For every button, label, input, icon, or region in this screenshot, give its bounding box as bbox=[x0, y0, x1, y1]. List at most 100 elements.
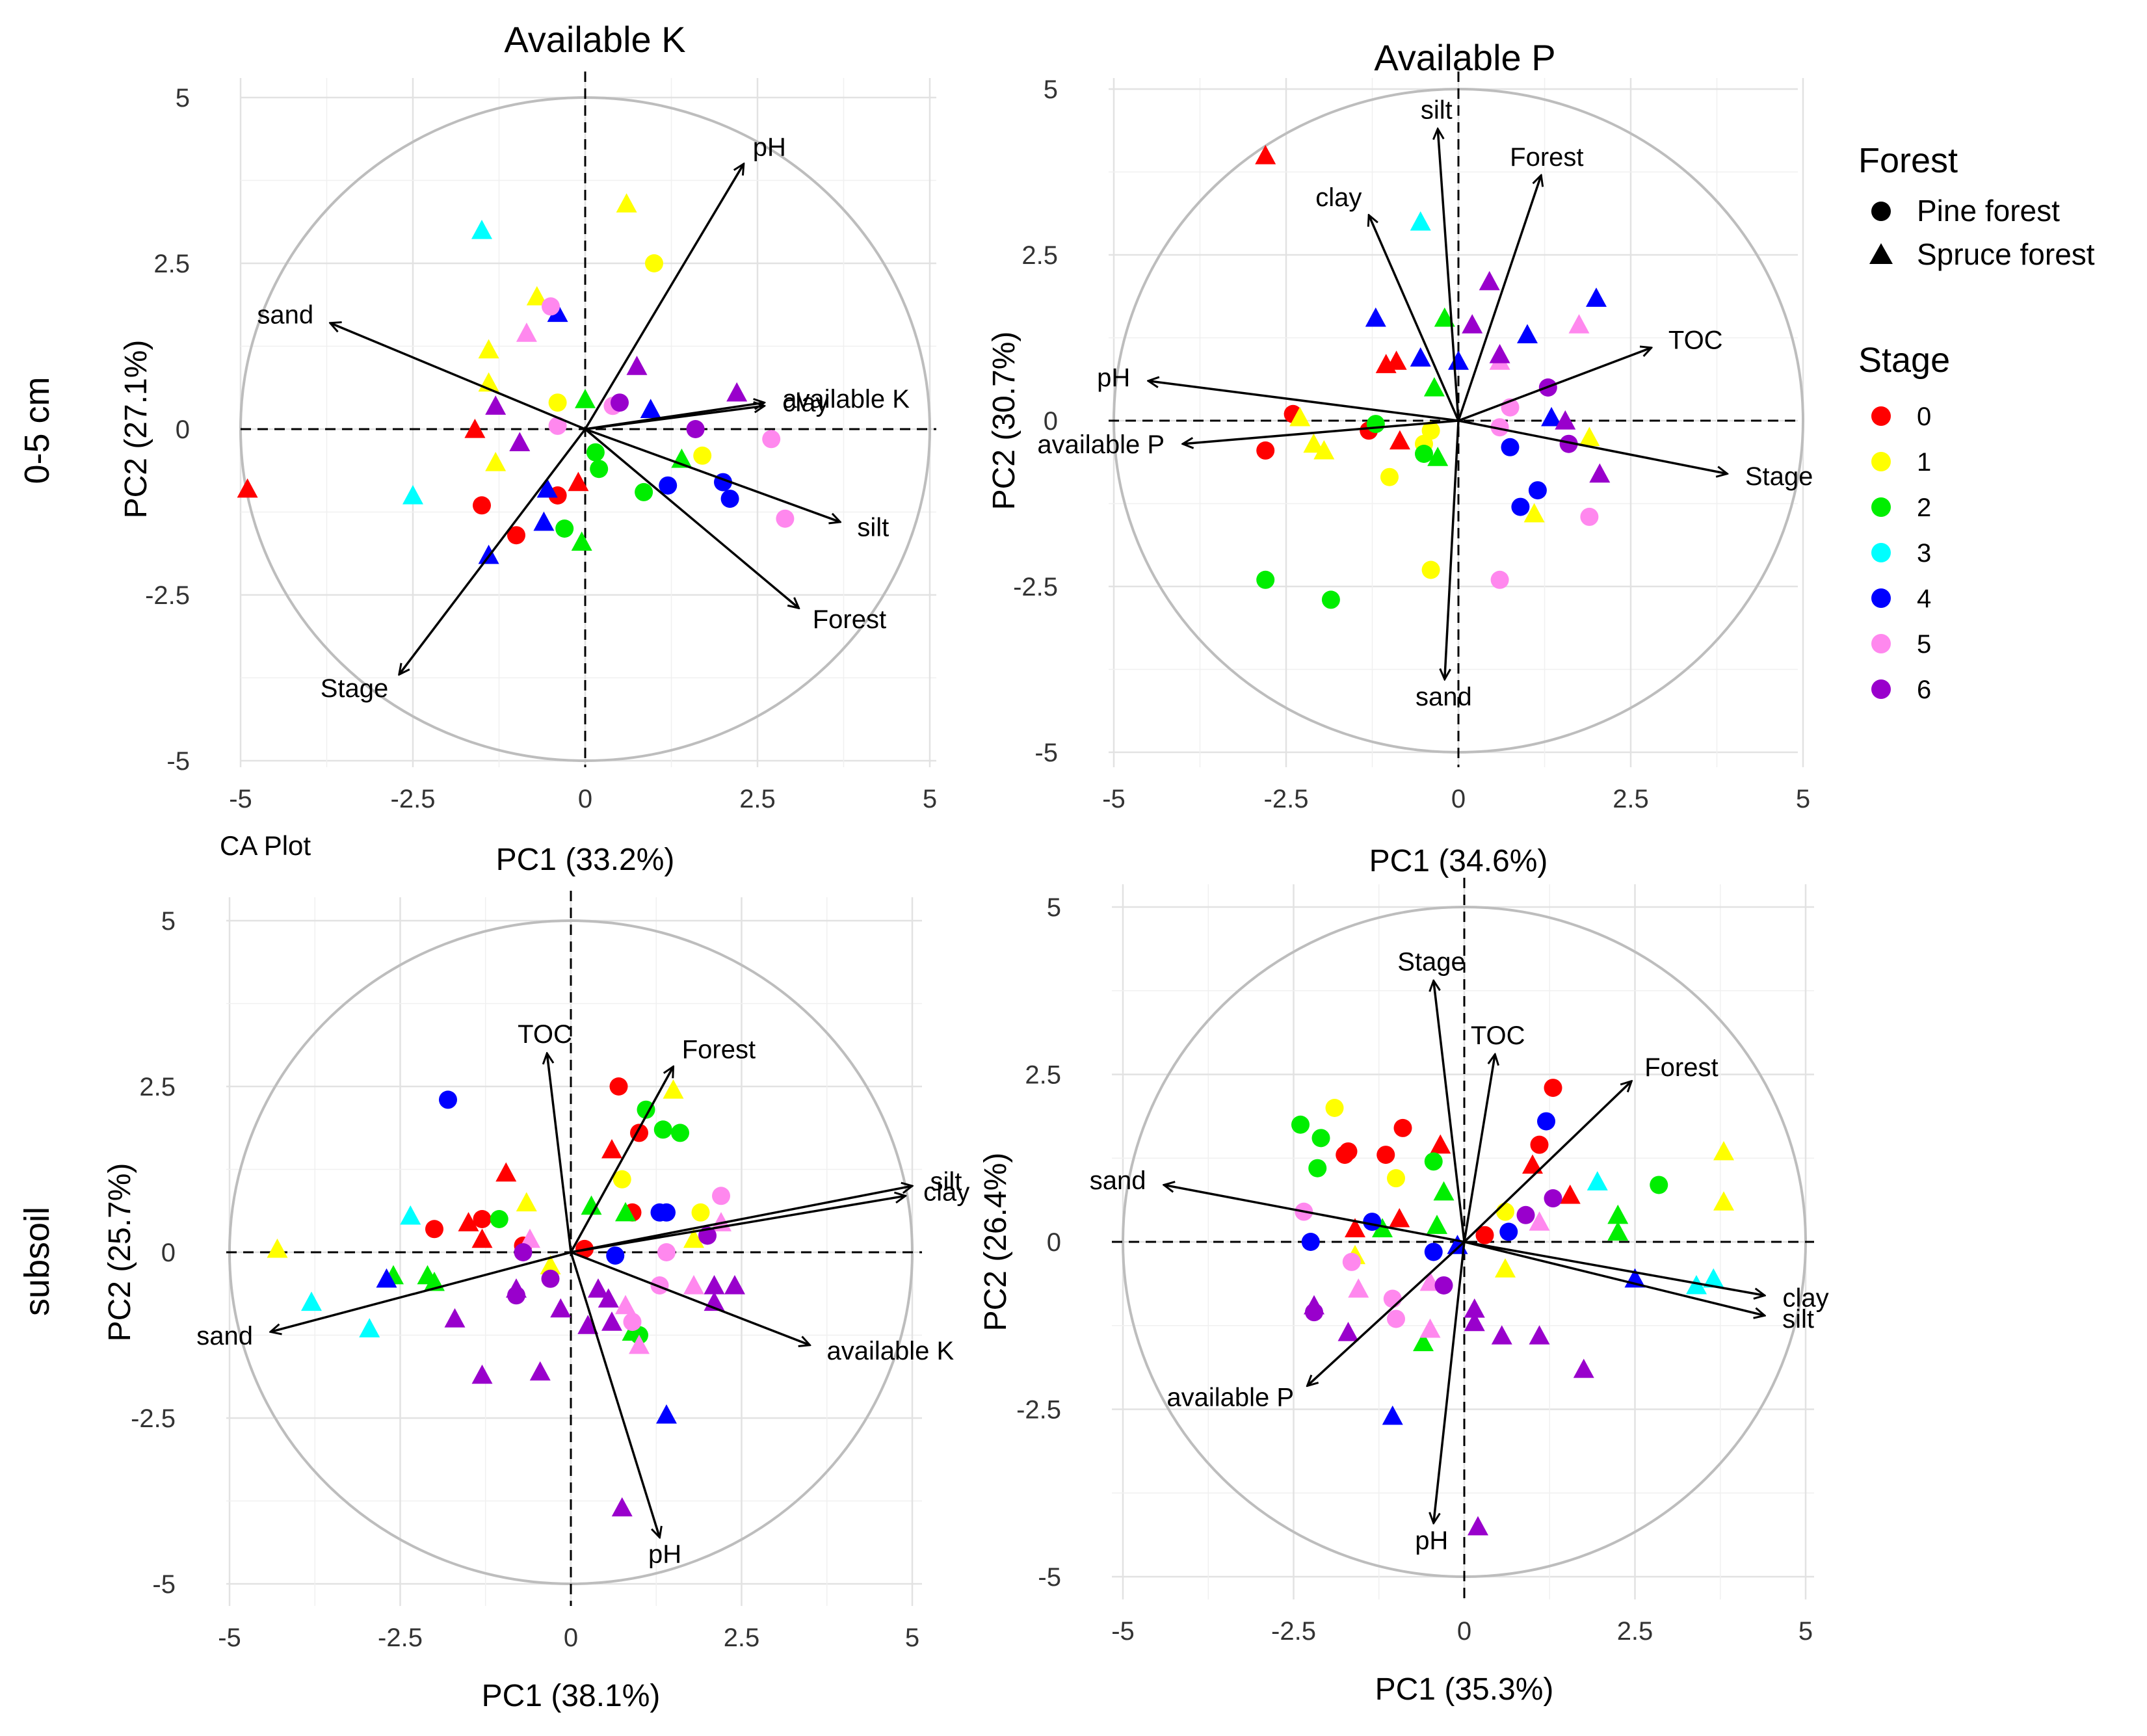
loading-label: Forest bbox=[813, 605, 886, 634]
point-spruce-stage-6 bbox=[577, 1315, 599, 1334]
point-spruce-stage-2 bbox=[1413, 1332, 1434, 1352]
legend-stage-label: 3 bbox=[1917, 539, 1931, 568]
legend-stage-swatch bbox=[1871, 679, 1891, 699]
point-spruce-stage-1 bbox=[1289, 406, 1311, 427]
y-tick-label: 0 bbox=[1044, 407, 1058, 436]
y-tick-label: 0 bbox=[161, 1239, 176, 1267]
x-tick-label: 0 bbox=[1451, 785, 1466, 813]
point-spruce-stage-2 bbox=[1427, 1215, 1447, 1234]
point-pine-stage-2 bbox=[1415, 445, 1433, 463]
point-spruce-stage-4 bbox=[1586, 287, 1607, 307]
point-spruce-stage-5 bbox=[615, 1295, 636, 1315]
point-pine-stage-2 bbox=[671, 1124, 689, 1142]
point-spruce-stage-2 bbox=[1607, 1204, 1629, 1224]
x-tick-label: 5 bbox=[923, 785, 937, 813]
loading-label: Forest bbox=[1644, 1053, 1718, 1082]
point-pine-stage-1 bbox=[548, 393, 567, 412]
point-pine-stage-4 bbox=[657, 1203, 676, 1222]
x-tick-label: 2.5 bbox=[724, 1624, 760, 1652]
point-spruce-stage-6 bbox=[1462, 314, 1483, 334]
point-pine-stage-5 bbox=[623, 1313, 642, 1332]
y-tick-label: -2.5 bbox=[131, 1404, 176, 1433]
loadings: silt Forest clay TOC pH available P Stage sand bbox=[1037, 96, 1813, 711]
point-spruce-stage-2 bbox=[1607, 1221, 1629, 1241]
point-spruce-stage-0 bbox=[471, 1228, 493, 1248]
tick-labels: -5 -5 -2.5 -2.5 0 0 2.5 2.5 5 5 bbox=[1013, 75, 1810, 813]
point-spruce-stage-6 bbox=[1589, 463, 1611, 483]
loading-label: pH bbox=[1415, 1526, 1448, 1555]
y-axis-label: PC2 (30.7%) bbox=[987, 332, 1021, 510]
point-spruce-stage-1 bbox=[1303, 433, 1324, 453]
point-spruce-stage-6 bbox=[1489, 344, 1510, 363]
point-pine-stage-2 bbox=[1256, 570, 1275, 589]
point-spruce-stage-6 bbox=[588, 1278, 609, 1298]
point-spruce-stage-0 bbox=[1345, 1218, 1365, 1237]
loading-label: sand bbox=[1090, 1166, 1146, 1195]
point-spruce-stage-2 bbox=[622, 1321, 643, 1341]
point-spruce-stage-6 bbox=[1468, 1516, 1488, 1536]
loading-arrow bbox=[585, 406, 765, 430]
point-spruce-stage-6 bbox=[1491, 1325, 1512, 1345]
legend-stage-swatch bbox=[1871, 634, 1891, 653]
loading-arrow bbox=[1463, 1081, 1631, 1243]
point-pine-stage-2 bbox=[490, 1210, 508, 1228]
loading-label: pH bbox=[753, 133, 786, 162]
point-pine-stage-0 bbox=[1256, 441, 1275, 460]
point-spruce-stage-0 bbox=[237, 478, 258, 498]
point-spruce-stage-3 bbox=[359, 1318, 380, 1337]
point-pine-stage-2 bbox=[1311, 1129, 1330, 1148]
loading-arrow bbox=[584, 428, 799, 608]
x-tick-label: 0 bbox=[564, 1624, 578, 1652]
point-spruce-stage-6 bbox=[1529, 1325, 1550, 1345]
point-pine-stage-6 bbox=[514, 1243, 533, 1261]
x-tick-label: 2.5 bbox=[1613, 785, 1649, 813]
legend: Forest Pine forest Spruce forest Stage 0… bbox=[1858, 141, 2095, 704]
stray-text: CA Plot bbox=[220, 830, 311, 861]
panel-title: Available P bbox=[1374, 37, 1555, 78]
point-pine-stage-1 bbox=[645, 254, 663, 272]
point-pine-stage-5 bbox=[762, 430, 781, 449]
point-spruce-stage-0 bbox=[601, 1138, 622, 1159]
x-axis-label: PC1 (34.6%) bbox=[1369, 844, 1548, 878]
legend-stage-label: 4 bbox=[1917, 585, 1931, 613]
x-tick-label: -5 bbox=[1111, 1617, 1135, 1646]
y-tick-label: 5 bbox=[176, 84, 190, 112]
y-tick-label: -2.5 bbox=[145, 581, 190, 610]
point-pine-stage-0 bbox=[507, 526, 525, 545]
point-spruce-stage-1 bbox=[1523, 503, 1545, 523]
loading-arrow bbox=[584, 164, 744, 430]
point-pine-stage-1 bbox=[1387, 1169, 1405, 1188]
point-spruce-stage-2 bbox=[1423, 377, 1445, 397]
loading-arrow bbox=[585, 428, 840, 522]
point-pine-stage-4 bbox=[1501, 438, 1520, 456]
loading-label: pH bbox=[648, 1540, 681, 1568]
point-spruce-stage-5 bbox=[1419, 1318, 1441, 1338]
point-pine-stage-0 bbox=[1544, 1079, 1562, 1098]
point-spruce-stage-6 bbox=[1464, 1298, 1485, 1318]
point-spruce-stage-1 bbox=[485, 452, 507, 471]
point-spruce-stage-1 bbox=[516, 1192, 537, 1212]
point-pine-stage-5 bbox=[1490, 418, 1509, 437]
loading-label: available K bbox=[826, 1337, 954, 1365]
point-pine-stage-1 bbox=[1421, 560, 1440, 579]
loading-arrow bbox=[1438, 129, 1460, 421]
loading-arrow bbox=[1308, 1241, 1466, 1386]
y-tick-label: 5 bbox=[161, 907, 176, 936]
legend-stage-label: 1 bbox=[1917, 448, 1931, 477]
x-tick-label: 2.5 bbox=[1617, 1617, 1653, 1646]
points bbox=[237, 193, 795, 564]
point-spruce-stage-6 bbox=[509, 432, 531, 451]
loading-arrow bbox=[547, 1053, 572, 1253]
point-pine-stage-4 bbox=[1528, 481, 1547, 500]
point-pine-stage-5 bbox=[712, 1187, 730, 1205]
loading-label: clay bbox=[782, 389, 828, 417]
loading-arrow bbox=[570, 1251, 810, 1345]
point-spruce-stage-5 bbox=[1529, 1211, 1550, 1231]
point-spruce-stage-2 bbox=[571, 531, 592, 551]
loading-label: silt bbox=[857, 514, 889, 542]
point-spruce-stage-2 bbox=[575, 389, 596, 408]
loading-label: Forest bbox=[682, 1036, 756, 1064]
y-tick-label: 2.5 bbox=[1025, 1061, 1061, 1090]
